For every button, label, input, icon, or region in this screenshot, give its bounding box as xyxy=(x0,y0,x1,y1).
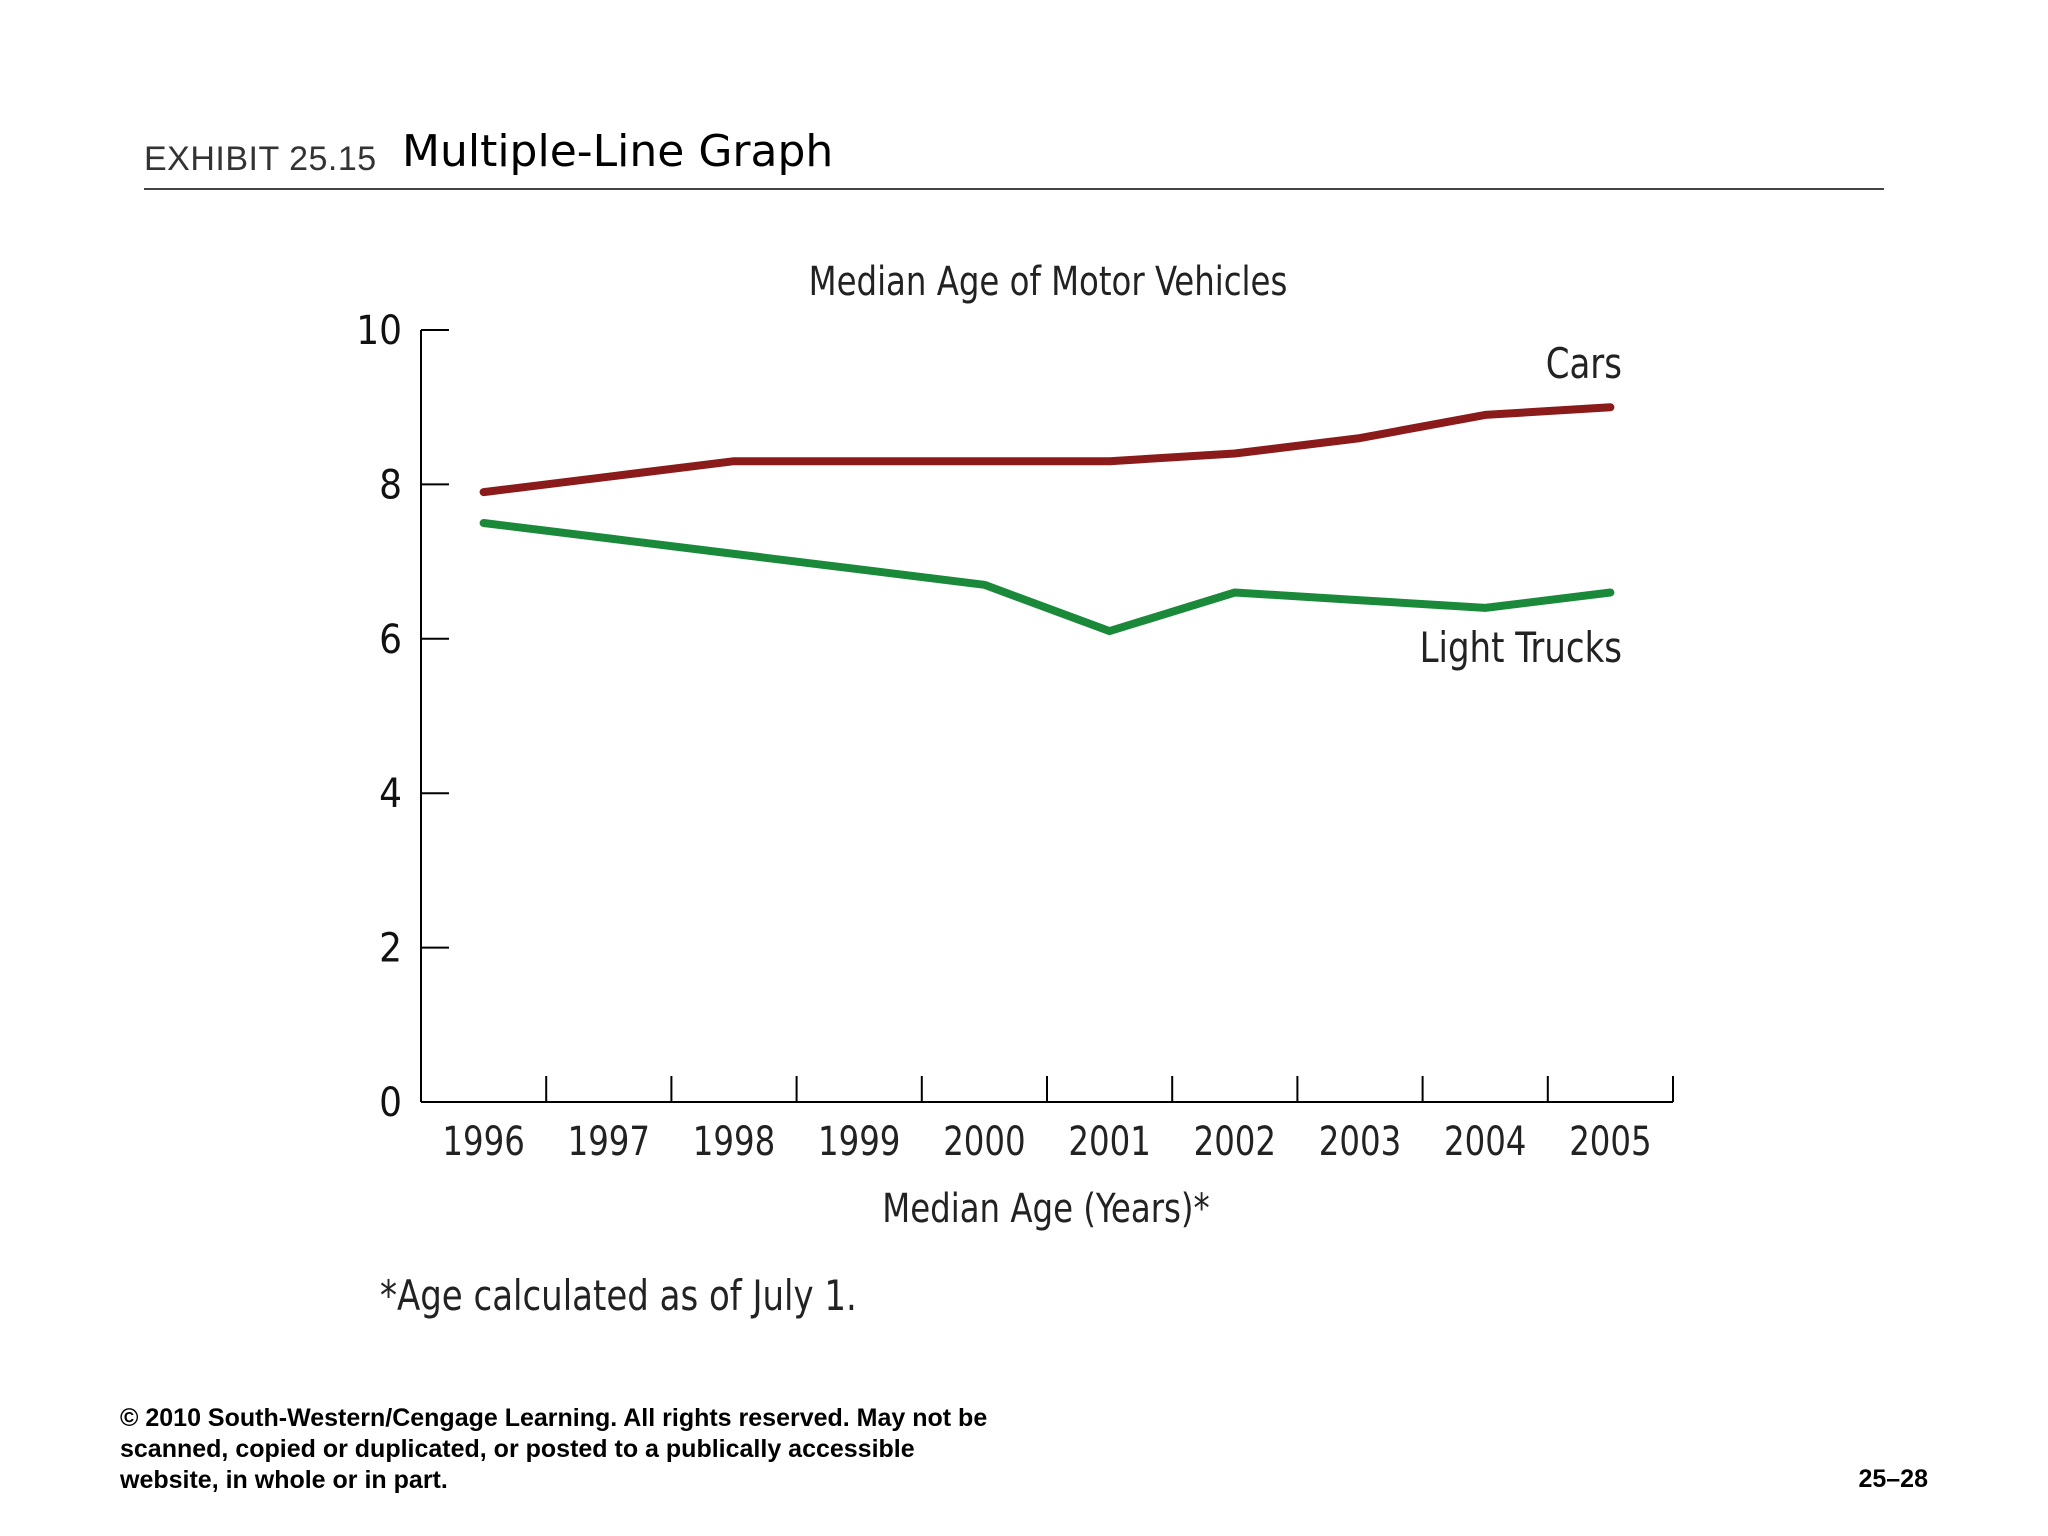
series-label-cars: Cars xyxy=(1546,340,1622,388)
y-tick-label-6: 6 xyxy=(379,617,402,663)
x-tick-label-2003: 2003 xyxy=(1319,1118,1401,1164)
x-tick-label-1996: 1996 xyxy=(442,1118,524,1164)
y-tick-label-4: 4 xyxy=(379,771,402,817)
copyright-line-1: © 2010 South-Western/Cengage Learning. A… xyxy=(120,1404,988,1432)
series-line-light-trucks xyxy=(479,519,1615,636)
y-tick-label-2: 2 xyxy=(379,926,402,972)
x-tick-label-2005: 2005 xyxy=(1569,1118,1651,1164)
series-line-cars xyxy=(479,403,1615,497)
line-chart: Median Age of Motor Vehicles 0 2 4 6 8 10 1996 1… xyxy=(356,258,1674,1321)
exhibit-title: Multiple-Line Graph xyxy=(402,126,834,177)
x-tick-label-1999: 1999 xyxy=(818,1118,900,1164)
exhibit-label: EXHIBIT 25.15 xyxy=(144,140,377,178)
chart-footnote: *Age calculated as of July 1. xyxy=(380,1272,857,1320)
copyright-line-2: scanned, copied or duplicated, or posted… xyxy=(120,1435,915,1463)
x-tick-label-2000: 2000 xyxy=(943,1118,1025,1164)
exhibit-header: EXHIBIT 25.15 Multiple-Line Graph xyxy=(144,126,1884,190)
x-tick-label-2001: 2001 xyxy=(1068,1118,1150,1164)
series-label-light-trucks: Light Trucks xyxy=(1420,624,1622,672)
x-tick-label-1997: 1997 xyxy=(568,1118,650,1164)
copyright-line-3: website, in whole or in part. xyxy=(120,1466,448,1494)
y-tick-label-0: 0 xyxy=(379,1080,402,1126)
y-tick-label-10: 10 xyxy=(356,308,402,354)
y-tick-label-8: 8 xyxy=(379,462,402,508)
chart-title: Median Age of Motor Vehicles xyxy=(809,258,1288,304)
x-tick-label-1998: 1998 xyxy=(693,1118,775,1164)
x-tick-label-2002: 2002 xyxy=(1194,1118,1276,1164)
header-rule xyxy=(144,188,1884,190)
x-axis-label: Median Age (Years)* xyxy=(882,1185,1209,1231)
copyright-notice: © 2010 South-Western/Cengage Learning. A… xyxy=(120,1403,1120,1496)
page-number: 25–28 xyxy=(1858,1465,1928,1493)
x-tick-label-2004: 2004 xyxy=(1444,1118,1526,1164)
